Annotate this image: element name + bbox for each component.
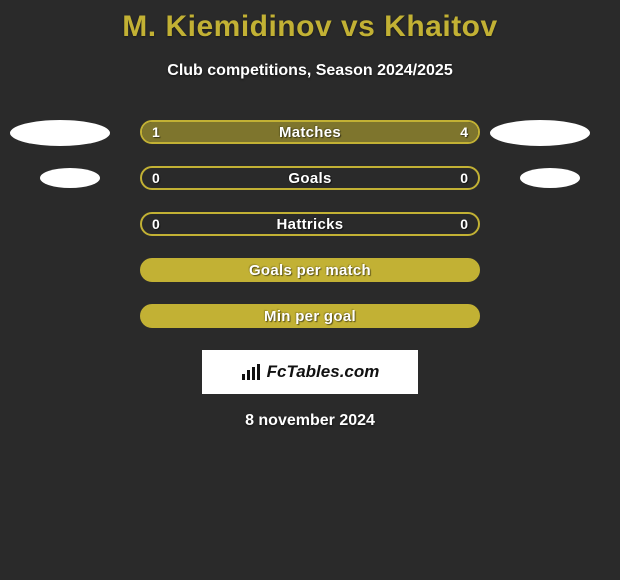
- stat-bars: 14Matches 00Goals 00Hattricks Goals per mat…: [140, 120, 480, 328]
- stat-bar: 14Matches: [140, 120, 480, 144]
- brand-text: FcTables.com: [267, 362, 380, 382]
- stat-label: Hattricks: [142, 214, 478, 234]
- stat-label: Goals per match: [142, 260, 478, 280]
- stat-label: Min per goal: [142, 306, 478, 326]
- right-player-ellipse-top: [490, 120, 590, 146]
- bars-icon: [241, 363, 263, 381]
- stat-bar: 00Hattricks: [140, 212, 480, 236]
- stat-bar: Min per goal: [140, 304, 480, 328]
- left-player-ellipse-top: [10, 120, 110, 146]
- brand-box: FcTables.com: [202, 350, 418, 394]
- snapshot-date: 8 november 2024: [0, 412, 620, 430]
- stat-label: Matches: [142, 122, 478, 142]
- brand-logo: FcTables.com: [241, 362, 380, 382]
- stat-label: Goals: [142, 168, 478, 188]
- comparison-stage: 14Matches 00Goals 00Hattricks Goals per mat…: [0, 120, 620, 430]
- page-title: M. Kiemidinov vs Khaitov: [0, 0, 620, 44]
- stat-bar: Goals per match: [140, 258, 480, 282]
- left-player-ellipse-bottom: [40, 168, 100, 188]
- right-player-ellipse-bottom: [520, 168, 580, 188]
- stat-bar: 00Goals: [140, 166, 480, 190]
- subtitle: Club competitions, Season 2024/2025: [0, 62, 620, 80]
